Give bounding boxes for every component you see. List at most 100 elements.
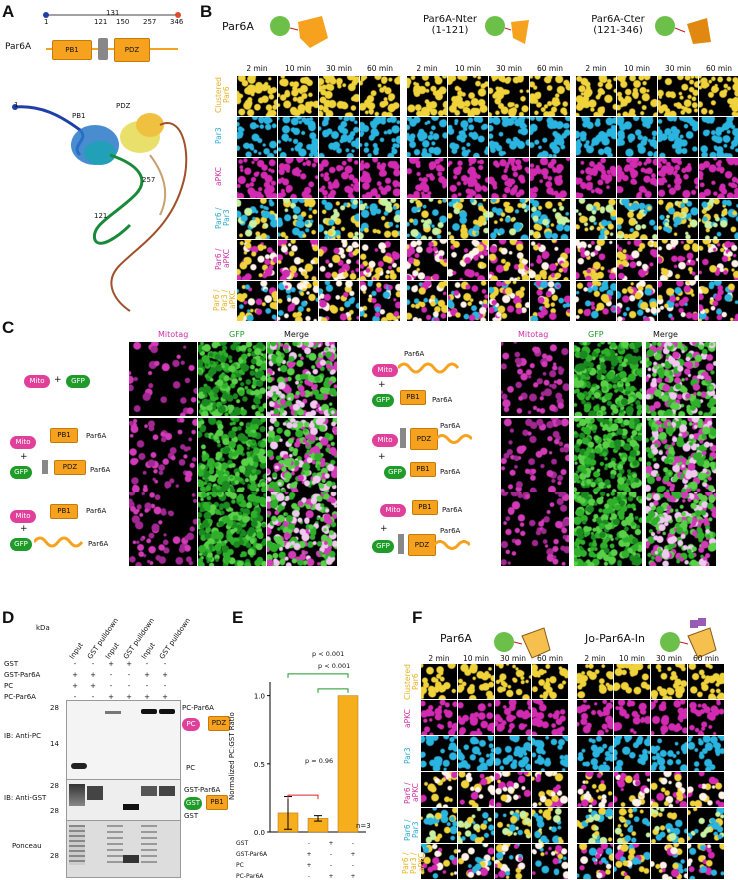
row-label: Par3	[403, 747, 412, 765]
microscopy-tile	[458, 700, 494, 735]
y-tick-label: 0.0	[254, 829, 265, 837]
microscopy-tile	[278, 240, 318, 280]
gfp-tag: GFP	[372, 394, 394, 407]
time-2min: 2 min	[246, 64, 268, 73]
condition-label: GST-Par6A	[236, 851, 268, 858]
plus-sign: +	[378, 452, 386, 462]
condition-value: +	[144, 693, 150, 701]
condition-value: +	[108, 660, 114, 668]
band	[105, 711, 121, 714]
microscopy-tile	[688, 844, 724, 879]
microscopy-tile	[237, 158, 277, 198]
microscopy-tile	[458, 772, 494, 807]
microscopy-tile	[658, 158, 698, 198]
condition-value: -	[351, 840, 355, 847]
microscopy-tile	[448, 199, 488, 239]
bar	[337, 695, 359, 833]
construct-title: Par6A	[440, 632, 472, 645]
microscopy-tile	[530, 76, 570, 116]
mw-marker: 28	[50, 807, 59, 815]
mito-tag: Mito	[24, 375, 50, 388]
condition-value: +	[90, 682, 96, 690]
microscopy-tile	[489, 281, 529, 321]
condition-value: -	[91, 660, 95, 668]
structure-257-label: 257	[142, 176, 156, 184]
structure-pdz-label: PDZ	[116, 102, 131, 110]
construct-label: Par6A	[86, 507, 107, 515]
plus-sign: +	[54, 375, 62, 385]
time-10min: 10 min	[618, 654, 646, 663]
microscopy-tile	[617, 240, 657, 280]
condition-value: +	[72, 671, 78, 679]
microscopy-tile	[501, 492, 569, 566]
significance-bracket	[317, 688, 349, 693]
microscopy-tile	[360, 240, 400, 280]
microscopy-tile	[278, 76, 318, 116]
gst-tag: GST	[184, 797, 202, 810]
time-60min: 60 min	[705, 64, 733, 73]
blot-label: IB: Anti-GST	[4, 794, 47, 802]
lane-label: Input	[104, 641, 121, 661]
microscopy-tile	[577, 700, 613, 735]
microscopy-tile	[421, 736, 457, 771]
mw-marker: 28	[50, 782, 59, 790]
microscopy-tile	[699, 76, 738, 116]
time-60min: 60 min	[692, 654, 720, 663]
band	[159, 786, 175, 796]
microscopy-tile	[489, 240, 529, 280]
condition-label: GST	[236, 840, 249, 847]
structure-n-terminus: 1	[14, 101, 19, 109]
microscopy-tile	[617, 158, 657, 198]
microscopy-tile	[421, 772, 457, 807]
time-10min: 10 min	[284, 64, 312, 73]
row-label: Par6 / Par3 / aPKC	[401, 852, 426, 874]
structure-pb1-label: PB1	[72, 112, 86, 120]
mw-marker: 28	[50, 704, 59, 712]
microscopy-tile	[530, 117, 570, 157]
microscopy-tile	[495, 844, 531, 879]
microscopy-tile	[651, 736, 687, 771]
condition-value: +	[162, 671, 168, 679]
microscopy-tile	[501, 342, 569, 416]
microscopy-tile	[495, 808, 531, 843]
microscopy-tile	[407, 281, 447, 321]
condition-label: GST	[4, 660, 19, 668]
microscopy-tile	[319, 240, 359, 280]
band	[123, 804, 139, 810]
lane-label: GST pulldown	[158, 616, 193, 661]
condition-value: -	[73, 660, 77, 668]
microscopy-tile	[532, 736, 568, 771]
pdz-domain: PDZ	[408, 534, 436, 556]
condition-value: -	[73, 693, 77, 701]
microscopy-tile	[646, 492, 716, 566]
microscopy-tile	[237, 199, 277, 239]
microscopy-tile	[688, 700, 724, 735]
mito-tag: Mito	[380, 504, 406, 517]
condition-value: +	[162, 693, 168, 701]
microscopy-tile	[278, 199, 318, 239]
microscopy-tile	[614, 808, 650, 843]
tick-257: 257	[143, 18, 157, 26]
crib-box	[398, 534, 404, 554]
microscopy-tile	[658, 240, 698, 280]
condition-value: -	[91, 693, 95, 701]
band	[69, 825, 85, 865]
pb1-domain: PB1	[400, 390, 426, 405]
condition-value: -	[351, 862, 355, 869]
construct-icon	[660, 618, 717, 659]
microscopy-tile	[237, 240, 277, 280]
microscopy-tile	[448, 240, 488, 280]
condition-value: -	[127, 671, 131, 679]
microscopy-tile	[617, 281, 657, 321]
microscopy-tile	[574, 418, 642, 492]
scale-bar	[295, 568, 315, 570]
microscopy-tile	[421, 808, 457, 843]
tick-150: 150	[116, 18, 130, 26]
time-30min: 30 min	[499, 654, 527, 663]
condition-value: +	[350, 851, 356, 858]
microscopy-tile	[278, 281, 318, 321]
microscopy-tile	[532, 700, 568, 735]
microscopy-tile	[237, 281, 277, 321]
microscopy-tile	[530, 281, 570, 321]
microscopy-tile	[198, 492, 266, 566]
